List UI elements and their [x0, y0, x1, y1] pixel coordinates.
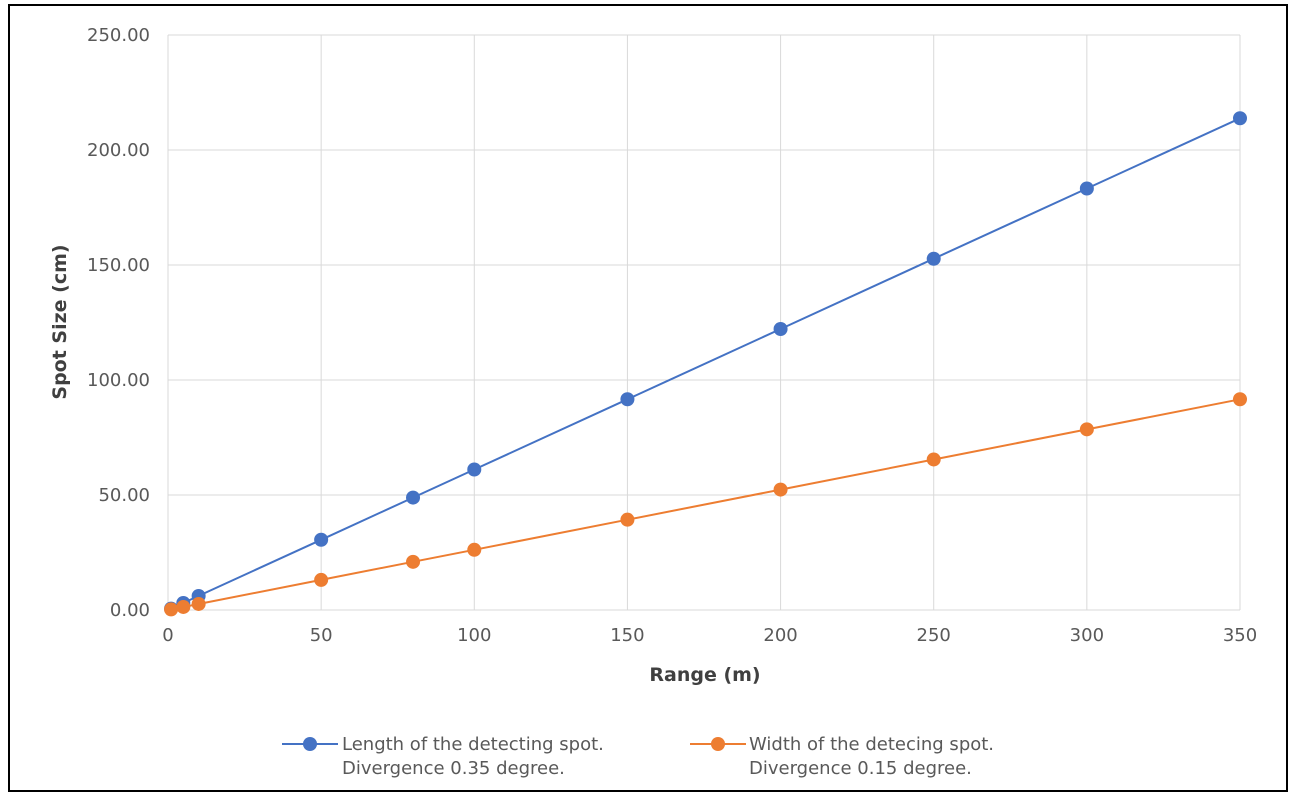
data-point — [1079, 422, 1094, 437]
data-point — [191, 596, 206, 611]
x-tick-label: 100 — [457, 625, 491, 646]
gridlines — [167, 34, 1241, 611]
legend-label-1: Length of the detecting spot. — [342, 734, 604, 755]
x-tick-label: 250 — [917, 625, 951, 646]
data-point — [773, 482, 788, 497]
data-point — [176, 599, 191, 614]
tick-labels: 0.00 50.00 100.00 150.00 200.00 250.00 0 50 100 1… — [87, 25, 1257, 646]
data-point — [164, 602, 179, 617]
legend-label-2: Width of the detecing spot. — [749, 734, 994, 755]
x-tick-label: 0 — [162, 625, 173, 646]
data-point — [1233, 111, 1247, 126]
data-point — [406, 490, 421, 505]
legend: Length of the detecting spot. Divergence … — [282, 734, 994, 779]
data-point — [314, 532, 329, 547]
y-tick-label: 150.00 — [87, 255, 150, 276]
x-tick-label: 50 — [310, 625, 333, 646]
data-point — [1233, 392, 1247, 407]
y-axis-title: Spot Size (cm) — [49, 244, 71, 399]
legend-label-2: Divergence 0.15 degree. — [749, 758, 972, 779]
series-line-1 — [170, 117, 1241, 610]
data-point — [926, 251, 941, 266]
x-tick-label: 300 — [1070, 625, 1104, 646]
x-tick-label: 150 — [610, 625, 644, 646]
data-point — [406, 554, 421, 569]
y-tick-label: 100.00 — [87, 370, 150, 391]
data-point — [467, 542, 482, 557]
y-tick-label: 0.00 — [110, 600, 150, 621]
x-axis-title: Range (m) — [649, 664, 760, 686]
chart-frame — [8, 4, 1288, 792]
legend-marker-1 — [303, 737, 317, 751]
data-point — [620, 512, 635, 527]
x-tick-label: 200 — [763, 625, 797, 646]
y-tick-label: 200.00 — [87, 140, 150, 161]
data-point — [773, 322, 788, 337]
data-point — [926, 452, 941, 467]
x-tick-label: 350 — [1223, 625, 1257, 646]
data-point — [314, 572, 329, 587]
series-line-2 — [170, 398, 1241, 611]
y-tick-label: 250.00 — [87, 25, 150, 46]
data-point — [620, 392, 635, 407]
legend-marker-2 — [711, 737, 725, 751]
data-point — [467, 462, 482, 477]
data-point — [1079, 181, 1094, 196]
legend-label-1: Divergence 0.35 degree. — [342, 758, 565, 779]
y-tick-label: 50.00 — [98, 485, 150, 506]
series-lines — [164, 111, 1247, 617]
